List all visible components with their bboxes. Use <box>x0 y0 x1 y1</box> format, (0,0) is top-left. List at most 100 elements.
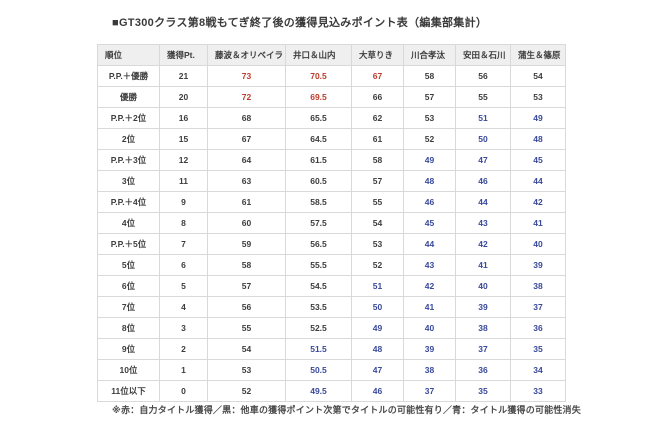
team-points-cell-2: 62 <box>351 107 404 129</box>
table-row-4: P.P.＋3位 12 64 61.5 58 49 47 45 <box>97 149 566 171</box>
team-points-cell-2: 55 <box>351 191 404 213</box>
team-points-cell-1: 70.5 <box>285 65 352 87</box>
rank-cell: 優勝 <box>97 86 160 108</box>
team-points-cell-0: 68 <box>207 107 286 129</box>
team-points-cell-0: 72 <box>207 86 286 108</box>
team-points-cell-0: 58 <box>207 254 286 276</box>
team-points-cell-4: 39 <box>455 296 511 318</box>
column-header-0: 順位 <box>97 44 160 66</box>
team-points-cell-5: 33 <box>510 380 566 402</box>
team-points-cell-3: 46 <box>403 191 456 213</box>
points-gained-cell: 21 <box>159 65 208 87</box>
points-gained-cell: 12 <box>159 149 208 171</box>
team-points-cell-2: 51 <box>351 275 404 297</box>
rank-cell: 3位 <box>97 170 160 192</box>
rank-cell: P.P.＋5位 <box>97 233 160 255</box>
team-points-cell-1: 52.5 <box>285 317 352 339</box>
team-points-cell-5: 49 <box>510 107 566 129</box>
team-points-cell-1: 64.5 <box>285 128 352 150</box>
team-points-cell-2: 61 <box>351 128 404 150</box>
rank-cell: 11位以下 <box>97 380 160 402</box>
team-points-cell-1: 56.5 <box>285 233 352 255</box>
column-header-1: 獲得Pt. <box>159 44 208 66</box>
column-header-6: 安田＆石川 <box>455 44 511 66</box>
points-gained-cell: 3 <box>159 317 208 339</box>
points-gained-cell: 7 <box>159 233 208 255</box>
table-row-8: P.P.＋5位 7 59 56.5 53 44 42 40 <box>97 233 566 255</box>
rank-cell: P.P.＋2位 <box>97 107 160 129</box>
team-points-cell-0: 64 <box>207 149 286 171</box>
team-points-cell-5: 36 <box>510 317 566 339</box>
team-points-cell-4: 47 <box>455 149 511 171</box>
points-table: 順位 獲得Pt. 藤波＆オリベイラ 井口＆山内 大草りき 川合孝汰 安田＆石川 蒲生＆篠原 P… <box>97 44 566 402</box>
points-gained-cell: 9 <box>159 191 208 213</box>
team-points-cell-1: 57.5 <box>285 212 352 234</box>
team-points-cell-2: 49 <box>351 317 404 339</box>
rank-cell: 10位 <box>97 359 160 381</box>
rank-cell: P.P.＋4位 <box>97 191 160 213</box>
rank-cell: 2位 <box>97 128 160 150</box>
team-points-cell-4: 36 <box>455 359 511 381</box>
team-points-cell-5: 40 <box>510 233 566 255</box>
points-gained-cell: 0 <box>159 380 208 402</box>
team-points-cell-0: 61 <box>207 191 286 213</box>
team-points-cell-0: 63 <box>207 170 286 192</box>
team-points-cell-4: 50 <box>455 128 511 150</box>
team-points-cell-4: 35 <box>455 380 511 402</box>
table-row-3: 2位 15 67 64.5 61 52 50 48 <box>97 128 566 150</box>
team-points-cell-1: 60.5 <box>285 170 352 192</box>
points-gained-cell: 5 <box>159 275 208 297</box>
team-points-cell-4: 37 <box>455 338 511 360</box>
team-points-cell-0: 60 <box>207 212 286 234</box>
team-points-cell-0: 56 <box>207 296 286 318</box>
team-points-cell-3: 42 <box>403 275 456 297</box>
page-title: ■GT300クラス第8戦もてぎ終了後の獲得見込みポイント表（編集部集計） <box>112 17 488 29</box>
team-points-cell-4: 56 <box>455 65 511 87</box>
team-points-cell-3: 39 <box>403 338 456 360</box>
points-gained-cell: 6 <box>159 254 208 276</box>
team-points-cell-4: 38 <box>455 317 511 339</box>
column-header-2: 藤波＆オリベイラ <box>207 44 286 66</box>
team-points-cell-3: 40 <box>403 317 456 339</box>
team-points-cell-3: 53 <box>403 107 456 129</box>
team-points-cell-2: 50 <box>351 296 404 318</box>
team-points-cell-1: 53.5 <box>285 296 352 318</box>
team-points-cell-3: 38 <box>403 359 456 381</box>
team-points-cell-5: 41 <box>510 212 566 234</box>
team-points-cell-0: 59 <box>207 233 286 255</box>
team-points-cell-5: 45 <box>510 149 566 171</box>
table-row-15: 11位以下 0 52 49.5 46 37 35 33 <box>97 380 566 402</box>
team-points-cell-3: 43 <box>403 254 456 276</box>
rank-cell: 9位 <box>97 338 160 360</box>
rank-cell: 8位 <box>97 317 160 339</box>
team-points-cell-5: 39 <box>510 254 566 276</box>
team-points-cell-1: 51.5 <box>285 338 352 360</box>
team-points-cell-0: 54 <box>207 338 286 360</box>
team-points-cell-5: 37 <box>510 296 566 318</box>
team-points-cell-4: 41 <box>455 254 511 276</box>
rank-cell: P.P.＋3位 <box>97 149 160 171</box>
team-points-cell-5: 38 <box>510 275 566 297</box>
team-points-cell-5: 42 <box>510 191 566 213</box>
table-row-6: P.P.＋4位 9 61 58.5 55 46 44 42 <box>97 191 566 213</box>
rank-cell: 4位 <box>97 212 160 234</box>
team-points-cell-0: 57 <box>207 275 286 297</box>
team-points-cell-3: 45 <box>403 212 456 234</box>
table-row-7: 4位 8 60 57.5 54 45 43 41 <box>97 212 566 234</box>
team-points-cell-5: 48 <box>510 128 566 150</box>
team-points-cell-5: 44 <box>510 170 566 192</box>
team-points-cell-0: 73 <box>207 65 286 87</box>
team-points-cell-2: 52 <box>351 254 404 276</box>
team-points-cell-3: 37 <box>403 380 456 402</box>
team-points-cell-4: 40 <box>455 275 511 297</box>
team-points-cell-4: 51 <box>455 107 511 129</box>
team-points-cell-3: 44 <box>403 233 456 255</box>
points-gained-cell: 11 <box>159 170 208 192</box>
rank-cell: 5位 <box>97 254 160 276</box>
team-points-cell-1: 65.5 <box>285 107 352 129</box>
team-points-cell-2: 53 <box>351 233 404 255</box>
column-header-7: 蒲生＆篠原 <box>510 44 566 66</box>
team-points-cell-4: 43 <box>455 212 511 234</box>
team-points-cell-2: 57 <box>351 170 404 192</box>
team-points-cell-5: 54 <box>510 65 566 87</box>
